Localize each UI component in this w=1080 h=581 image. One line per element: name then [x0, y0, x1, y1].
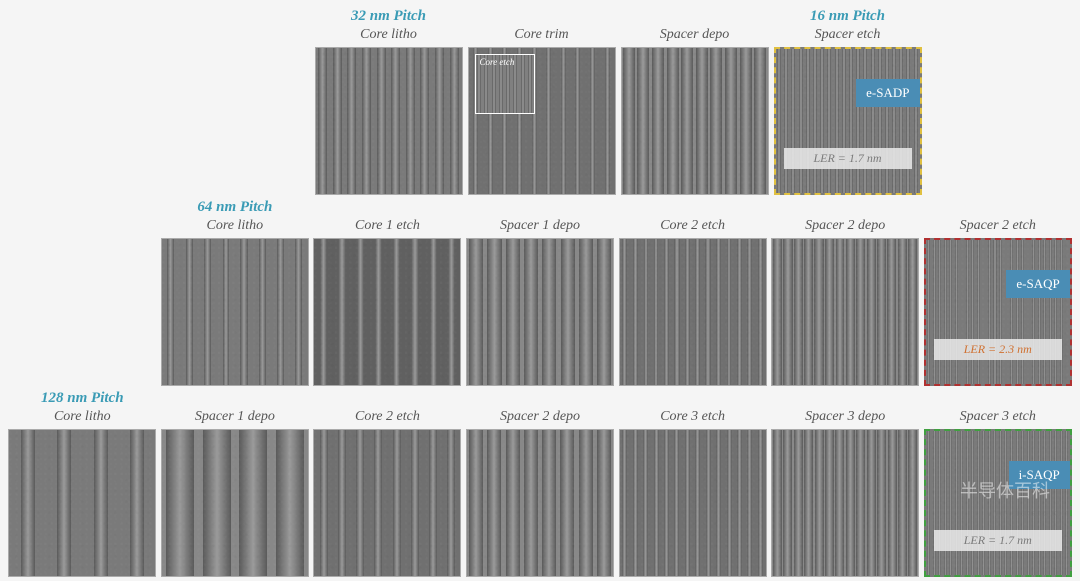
grid-cell: 32 nm Pitch Core litho [314, 8, 463, 195]
sem-image [466, 238, 614, 386]
sem-image [8, 429, 156, 577]
sem-image [621, 47, 769, 195]
step-label: Core trim [514, 27, 568, 43]
grid-cell: Core 2 etch [313, 390, 462, 577]
step-label: Core 1 etch [355, 218, 420, 234]
sem-image [161, 238, 309, 386]
pitch-label: 32 nm Pitch [351, 8, 426, 25]
step-label: Core litho [207, 218, 264, 234]
watermark-text: 半导体百科 [960, 477, 1050, 503]
sem-image [315, 47, 463, 195]
ler-value: LER = 1.7 nm [784, 148, 912, 169]
grid-row: 32 nm Pitch Core litho Core trim Core etch S… [8, 8, 1072, 195]
step-label: Spacer 2 depo [805, 218, 885, 234]
grid-cell: Core 2 etch [618, 199, 767, 386]
grid-cell: Core 3 etch [618, 390, 767, 577]
sem-grid: 32 nm Pitch Core litho Core trim Core etch S… [8, 8, 1072, 581]
pitch-label: 16 nm Pitch [810, 8, 885, 25]
grid-row: 64 nm Pitch Core litho Core 1 etch Spacer 1… [8, 199, 1072, 386]
grid-cell: Core 1 etch [313, 199, 462, 386]
grid-cell: 16 nm Pitch Spacer etch e-SADP LER = 1.7 nm [773, 8, 922, 195]
sem-image [466, 429, 614, 577]
sem-image [161, 429, 309, 577]
grid-cell: Core trim Core etch [467, 8, 616, 195]
step-label: Spacer 2 depo [500, 409, 580, 425]
sem-image [313, 429, 461, 577]
watermark-url: www.elecfans.com [987, 508, 1070, 519]
ler-value: LER = 1.7 nm [934, 530, 1062, 551]
step-label: Spacer 3 depo [805, 409, 885, 425]
step-label: Core 2 etch [355, 409, 420, 425]
grid-cell: Spacer 2 depo [466, 390, 615, 577]
grid-cell: Spacer depo [620, 8, 769, 195]
sem-image [619, 238, 767, 386]
step-label: Core litho [54, 409, 111, 425]
step-label: Spacer 1 depo [195, 409, 275, 425]
step-label: Core 3 etch [660, 409, 725, 425]
pitch-label: 128 nm Pitch [41, 390, 124, 407]
grid-cell [8, 8, 157, 195]
grid-row: 128 nm Pitch Core litho Spacer 1 depo Core … [8, 390, 1072, 577]
sem-image [771, 238, 919, 386]
step-label: Core litho [360, 27, 417, 43]
grid-cell: 128 nm Pitch Core litho [8, 390, 157, 577]
sem-image: e-SAQP LER = 2.3 nm [924, 238, 1072, 386]
step-label: Spacer depo [660, 27, 730, 43]
grid-cell [161, 8, 310, 195]
grid-cell: Spacer 3 depo [771, 390, 920, 577]
step-label: Spacer 1 depo [500, 218, 580, 234]
sem-image: i-SAQPLER = 1.7 nm [924, 429, 1072, 577]
step-label: Spacer etch [815, 27, 881, 43]
pitch-label: 64 nm Pitch [197, 199, 272, 216]
ler-value: LER = 2.3 nm [934, 339, 1062, 360]
inset-label: Core etch [480, 57, 515, 67]
sem-image: e-SADP LER = 1.7 nm [774, 47, 922, 195]
grid-cell [8, 199, 157, 386]
process-tag: e-SAQP [1006, 270, 1069, 298]
sem-image: Core etch [468, 47, 616, 195]
grid-cell: 64 nm Pitch Core litho [161, 199, 310, 386]
sem-image [771, 429, 919, 577]
grid-cell: Spacer 1 depo [161, 390, 310, 577]
process-tag: e-SADP [856, 79, 919, 107]
step-label: Spacer 2 etch [960, 218, 1036, 234]
step-label: Core 2 etch [660, 218, 725, 234]
sem-image [619, 429, 767, 577]
sem-image [313, 238, 461, 386]
inset-sem: Core etch [475, 54, 535, 114]
grid-cell: Spacer 2 etch e-SAQP LER = 2.3 nm [923, 199, 1072, 386]
grid-cell: Spacer 1 depo [466, 199, 615, 386]
grid-cell: Spacer 2 depo [771, 199, 920, 386]
step-label: Spacer 3 etch [960, 409, 1036, 425]
